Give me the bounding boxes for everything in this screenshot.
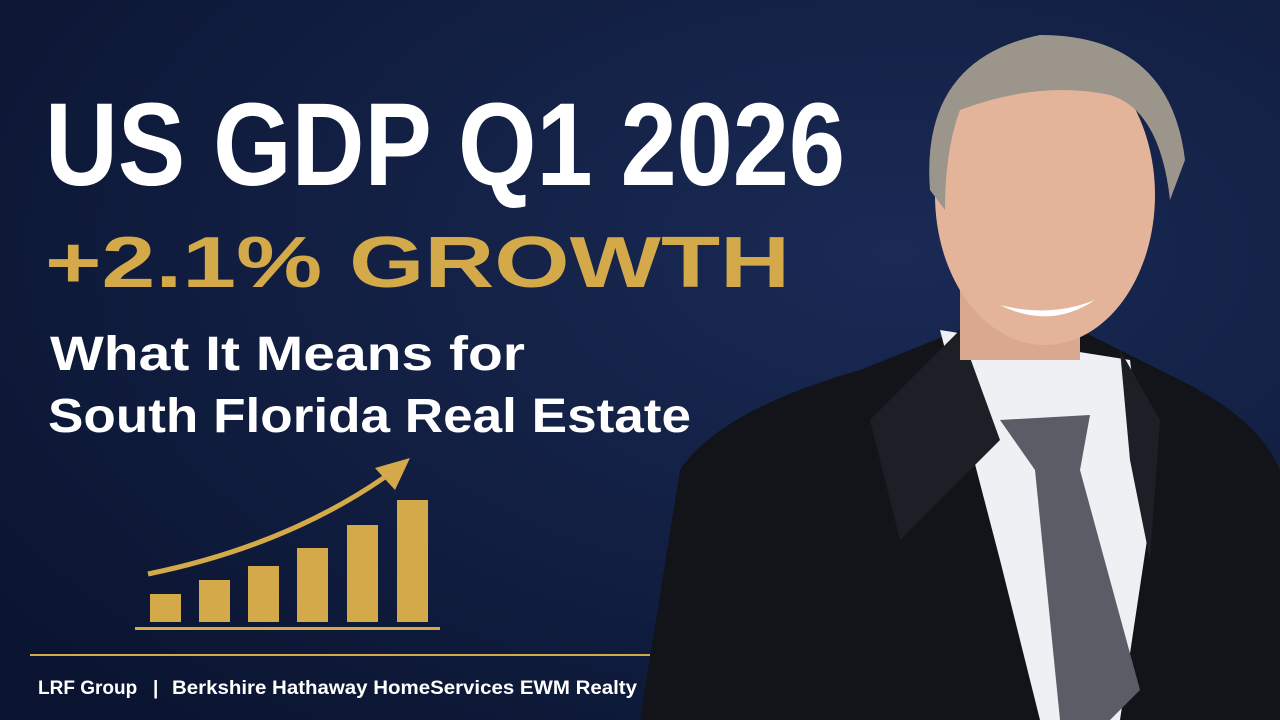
presenter-photo — [640, 35, 1280, 720]
footer-rule — [30, 654, 650, 656]
title: US GDP Q1 2026 — [45, 79, 845, 211]
footer-separator: | — [153, 678, 158, 699]
subtitle-line: What It Means for — [50, 328, 525, 381]
growth-headline: +2.1% GROWTH — [45, 223, 790, 303]
subtitle-line: South Florida Real Estate — [48, 390, 691, 443]
footer-brokerage: Berkshire Hathaway HomeServices EWM Real… — [172, 678, 637, 699]
footer-group: LRF Group — [38, 678, 137, 699]
growth-icon — [135, 458, 440, 630]
